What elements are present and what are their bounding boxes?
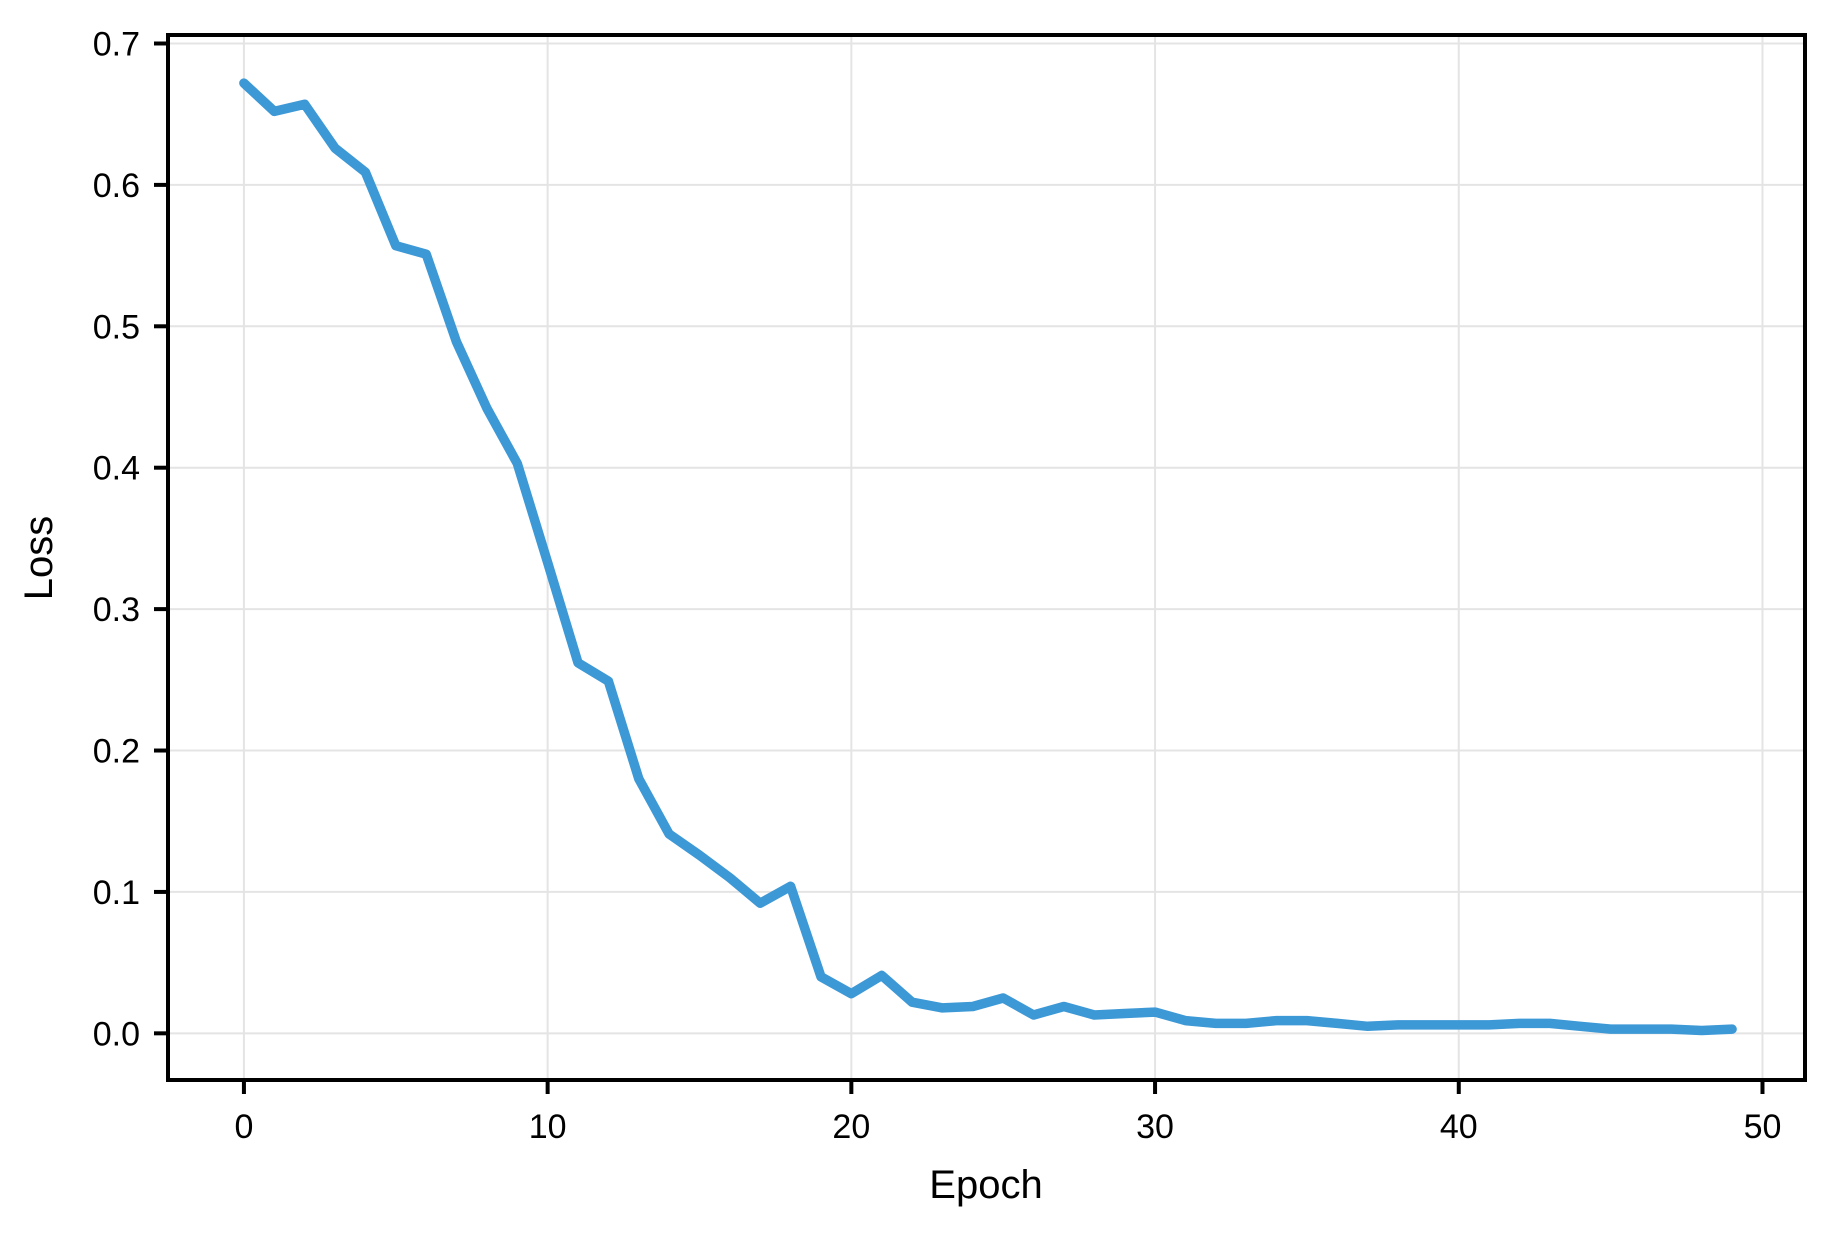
y-tick-label-0.3: 0.3: [93, 591, 140, 629]
x-tick-label-50: 50: [1744, 1108, 1782, 1146]
plot-border: [166, 33, 1807, 1082]
x-tick-label-20: 20: [832, 1108, 870, 1146]
y-tick-label-0.1: 0.1: [93, 874, 140, 912]
y-tick-label-0.5: 0.5: [93, 308, 140, 346]
grid-layer: [168, 35, 1805, 1080]
tick-layer: [154, 41, 1765, 1094]
y-axis-label: Loss: [17, 516, 61, 601]
x-tick-label-30: 30: [1136, 1108, 1174, 1146]
x-axis-label: Epoch: [929, 1163, 1042, 1207]
y-tick-label-0.6: 0.6: [93, 167, 140, 205]
tick-label-layer: 0 10 20 30 40 50 0.0 0.1 0.2 0.3 0.4 0.5 0.6 0.7: [93, 25, 1782, 1146]
y-tick-label-0.2: 0.2: [93, 733, 140, 771]
y-tick-label-0.4: 0.4: [93, 450, 140, 488]
x-tick-label-0: 0: [234, 1108, 253, 1146]
x-tick-label-10: 10: [529, 1108, 567, 1146]
x-tick-label-40: 40: [1440, 1108, 1478, 1146]
y-tick-label-0.0: 0.0: [93, 1015, 140, 1053]
y-tick-label-0.7: 0.7: [93, 25, 140, 63]
loss-curve: [239, 78, 1737, 1036]
